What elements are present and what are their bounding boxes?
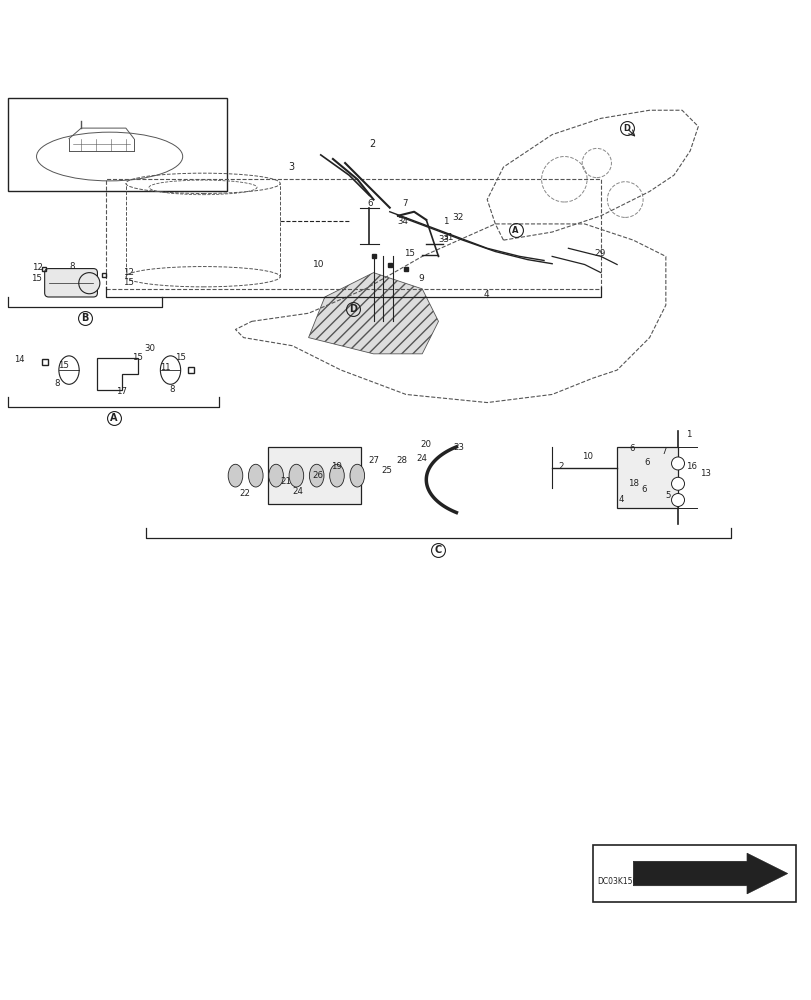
Text: 24: 24: [292, 487, 303, 496]
Text: A: A: [512, 226, 518, 235]
Text: A: A: [109, 413, 118, 423]
FancyBboxPatch shape: [268, 447, 361, 504]
Text: C: C: [435, 545, 441, 555]
Circle shape: [671, 457, 684, 470]
Polygon shape: [633, 853, 787, 894]
Text: 4: 4: [618, 495, 624, 504]
Text: 28: 28: [396, 456, 407, 465]
FancyBboxPatch shape: [8, 98, 227, 191]
Text: DC03K156: DC03K156: [596, 877, 637, 886]
Text: 15: 15: [58, 361, 70, 370]
Ellipse shape: [350, 464, 364, 487]
Circle shape: [79, 273, 100, 294]
Text: 4: 4: [483, 290, 488, 299]
Ellipse shape: [268, 464, 283, 487]
Text: 9: 9: [418, 274, 423, 283]
Text: D: D: [623, 124, 629, 133]
Text: 26: 26: [312, 471, 324, 480]
Text: 1: 1: [442, 217, 448, 226]
Ellipse shape: [248, 464, 263, 487]
Text: 8: 8: [54, 379, 60, 388]
Text: 30: 30: [144, 344, 156, 353]
Ellipse shape: [289, 464, 303, 487]
Text: 11: 11: [160, 363, 170, 372]
Text: 31: 31: [442, 233, 453, 242]
Text: 6: 6: [641, 485, 646, 494]
Text: 24: 24: [416, 454, 427, 463]
Text: B: B: [81, 313, 89, 323]
Text: 6: 6: [643, 458, 649, 467]
Text: 23: 23: [453, 443, 464, 452]
Text: 19: 19: [331, 462, 341, 471]
Text: 8: 8: [69, 262, 75, 271]
FancyBboxPatch shape: [616, 447, 677, 508]
Polygon shape: [308, 273, 438, 354]
Text: 2: 2: [369, 139, 375, 149]
Text: 14: 14: [14, 355, 24, 364]
Text: 15: 15: [131, 353, 143, 362]
Ellipse shape: [309, 464, 324, 487]
Text: 7: 7: [401, 199, 407, 208]
Text: 27: 27: [368, 456, 380, 465]
Text: 12: 12: [32, 263, 44, 272]
Text: 15: 15: [403, 249, 414, 258]
Text: 18: 18: [627, 479, 638, 488]
FancyBboxPatch shape: [592, 845, 795, 902]
Text: 13: 13: [699, 469, 710, 478]
Text: 20: 20: [420, 440, 431, 449]
Text: 8: 8: [169, 385, 174, 394]
Text: 10: 10: [581, 452, 593, 461]
Text: 17: 17: [116, 387, 127, 396]
Text: 16: 16: [685, 462, 697, 471]
Text: 15: 15: [31, 274, 42, 283]
Text: 7: 7: [661, 447, 667, 456]
Text: 12: 12: [123, 268, 135, 277]
Text: 34: 34: [397, 217, 409, 226]
Text: 10: 10: [312, 260, 324, 269]
Ellipse shape: [329, 464, 344, 487]
Text: 29: 29: [594, 249, 605, 258]
Text: 15: 15: [174, 353, 186, 362]
Text: 32: 32: [452, 213, 463, 222]
Circle shape: [671, 494, 684, 506]
Text: 3: 3: [288, 162, 294, 172]
FancyBboxPatch shape: [45, 269, 97, 297]
Text: 15: 15: [123, 278, 135, 287]
Text: 21: 21: [280, 477, 291, 486]
Text: 1: 1: [685, 430, 691, 439]
Text: 6: 6: [367, 199, 372, 208]
Ellipse shape: [228, 464, 242, 487]
Text: 2: 2: [558, 462, 564, 471]
Text: 5: 5: [665, 491, 671, 500]
Text: D: D: [349, 304, 357, 314]
Text: 22: 22: [239, 489, 251, 498]
Circle shape: [671, 477, 684, 490]
Text: 6: 6: [629, 444, 634, 453]
Text: 25: 25: [381, 466, 393, 475]
Text: 33: 33: [438, 235, 449, 244]
